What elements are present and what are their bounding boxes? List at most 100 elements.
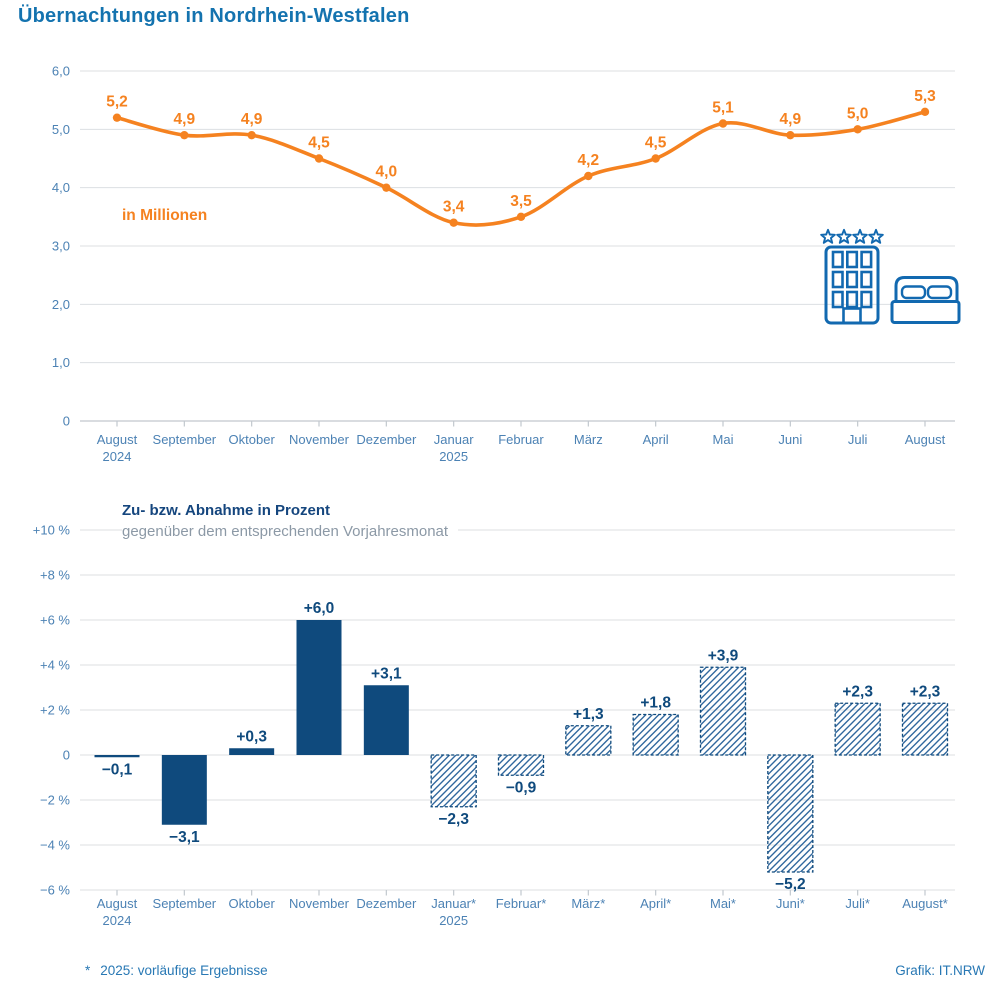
credit: Grafik: IT.NRW bbox=[895, 963, 985, 978]
bar-value-label: +6,0 bbox=[304, 600, 335, 617]
month-label: September bbox=[153, 896, 217, 911]
data-point-label: 4,9 bbox=[174, 111, 196, 128]
bar-value-label: −0,9 bbox=[506, 779, 537, 796]
window-shape bbox=[845, 270, 859, 289]
data-point-marker bbox=[112, 113, 122, 122]
data-point-marker bbox=[920, 107, 930, 117]
bar-value-label: −5,2 bbox=[775, 876, 806, 893]
bar-hatched bbox=[565, 725, 612, 756]
month-label: April* bbox=[640, 896, 671, 911]
month-label: November bbox=[289, 896, 350, 911]
month-label: Oktober bbox=[229, 432, 276, 447]
y-tick-label: 2,0 bbox=[52, 297, 70, 312]
y-tick-label: +6 % bbox=[40, 613, 70, 628]
data-point-marker bbox=[584, 171, 593, 181]
month-label: März bbox=[574, 432, 603, 447]
month-label: August* bbox=[902, 896, 948, 911]
page-title: Übernachtungen in Nordrhein-Westfalen bbox=[18, 5, 410, 27]
data-point-label: 4,9 bbox=[780, 111, 802, 128]
footnote: * 2025: vorläufige Ergebnisse bbox=[85, 963, 268, 978]
data-point-label: 5,1 bbox=[712, 100, 734, 117]
line-chart: 6,0 5,0 4,0 3,0 2,0 1,0 0 August 2024 September Ok… bbox=[52, 64, 955, 464]
data-point-marker bbox=[449, 218, 458, 227]
month-label: August bbox=[97, 432, 138, 447]
window-shape bbox=[845, 250, 859, 269]
month-label: September bbox=[153, 432, 217, 447]
star-icon bbox=[868, 228, 884, 244]
data-point-label: 4,0 bbox=[376, 164, 398, 181]
bar-chart: +10 % +8 % +6 % +4 % +2 % 0 −2 % −4 % −6 % −0,1 −3… bbox=[33, 523, 955, 928]
bar-value-label: +1,3 bbox=[573, 706, 604, 723]
y-tick-label: 6,0 bbox=[52, 64, 70, 79]
month-label: Juni* bbox=[776, 896, 805, 911]
bar-value-label: +3,1 bbox=[371, 665, 402, 682]
bar-value-label: +0,3 bbox=[236, 728, 267, 745]
star-icon bbox=[852, 228, 868, 244]
month-label: Januar* bbox=[431, 896, 476, 911]
bar-value-label: +1,8 bbox=[640, 695, 671, 712]
year-label: 2024 bbox=[103, 449, 132, 464]
month-label: Juli bbox=[848, 432, 868, 447]
data-point-marker bbox=[786, 130, 795, 140]
bar-chart-header: Zu- bzw. Abnahme in Prozent gegenüber de… bbox=[122, 500, 459, 545]
bar-value-label: −2,3 bbox=[438, 811, 469, 828]
data-point-marker bbox=[247, 130, 256, 140]
y-tick-label: 4,0 bbox=[52, 180, 70, 195]
data-point-label: 3,4 bbox=[443, 199, 465, 216]
bar-hatched bbox=[699, 666, 747, 756]
bar-hatched bbox=[632, 713, 679, 756]
window-shape bbox=[860, 270, 873, 289]
bar-hatched bbox=[834, 702, 881, 756]
hotel-bed-illustration bbox=[820, 228, 961, 325]
window-shape bbox=[860, 250, 873, 269]
data-point-marker bbox=[314, 154, 324, 163]
year-label: 2024 bbox=[103, 913, 132, 928]
star-icon bbox=[836, 228, 852, 244]
year-label: 2025 bbox=[439, 913, 468, 928]
month-label: April bbox=[643, 432, 669, 447]
unit-label: in Millionen bbox=[122, 207, 207, 224]
data-point-label: 4,5 bbox=[308, 135, 330, 152]
footnote-asterisk: * bbox=[85, 963, 91, 978]
bar-solid bbox=[363, 685, 409, 755]
window-shape bbox=[831, 290, 844, 309]
y-tick-label: 0 bbox=[63, 748, 70, 763]
bar-solid bbox=[161, 755, 207, 825]
month-label: November bbox=[289, 432, 350, 447]
data-point-label: 5,2 bbox=[106, 94, 128, 111]
window-shape bbox=[860, 290, 873, 309]
bar-value-label: +3,9 bbox=[708, 647, 739, 664]
y-tick-label: 0 bbox=[63, 414, 70, 429]
data-point-marker bbox=[853, 125, 862, 134]
y-tick-label: +4 % bbox=[40, 658, 70, 673]
month-label: Oktober bbox=[229, 896, 276, 911]
data-point-label: 4,9 bbox=[241, 111, 263, 128]
hotel-4-stars-icon bbox=[820, 228, 884, 325]
month-label: Juni bbox=[778, 432, 802, 447]
window-shape bbox=[845, 290, 859, 309]
year-label: 2025 bbox=[439, 449, 468, 464]
month-label: Dezember bbox=[356, 432, 417, 447]
month-label: Februar bbox=[498, 432, 544, 447]
bar-value-label: −3,1 bbox=[169, 829, 200, 846]
month-label: Januar bbox=[434, 432, 474, 447]
bar-solid bbox=[229, 748, 275, 755]
y-tick-label: +10 % bbox=[33, 523, 71, 538]
month-label: Mai bbox=[713, 432, 734, 447]
bar-hatched bbox=[430, 754, 477, 808]
bar-hatched bbox=[767, 754, 814, 873]
data-point-label: 5,3 bbox=[914, 88, 936, 105]
data-point-marker bbox=[651, 154, 660, 163]
double-bed-icon bbox=[890, 276, 961, 324]
star-icon bbox=[820, 228, 836, 244]
window-shape bbox=[831, 250, 844, 269]
data-point-marker bbox=[180, 130, 189, 140]
y-tick-label: +2 % bbox=[40, 703, 70, 718]
data-point-label: 4,2 bbox=[578, 152, 600, 169]
bar-solid bbox=[296, 620, 342, 755]
data-point-marker bbox=[382, 183, 391, 192]
month-label: März* bbox=[571, 896, 605, 911]
y-tick-label: −4 % bbox=[40, 838, 70, 853]
data-point-label: 4,5 bbox=[645, 135, 667, 152]
footnote-text: 2025: vorläufige Ergebnisse bbox=[100, 963, 268, 978]
